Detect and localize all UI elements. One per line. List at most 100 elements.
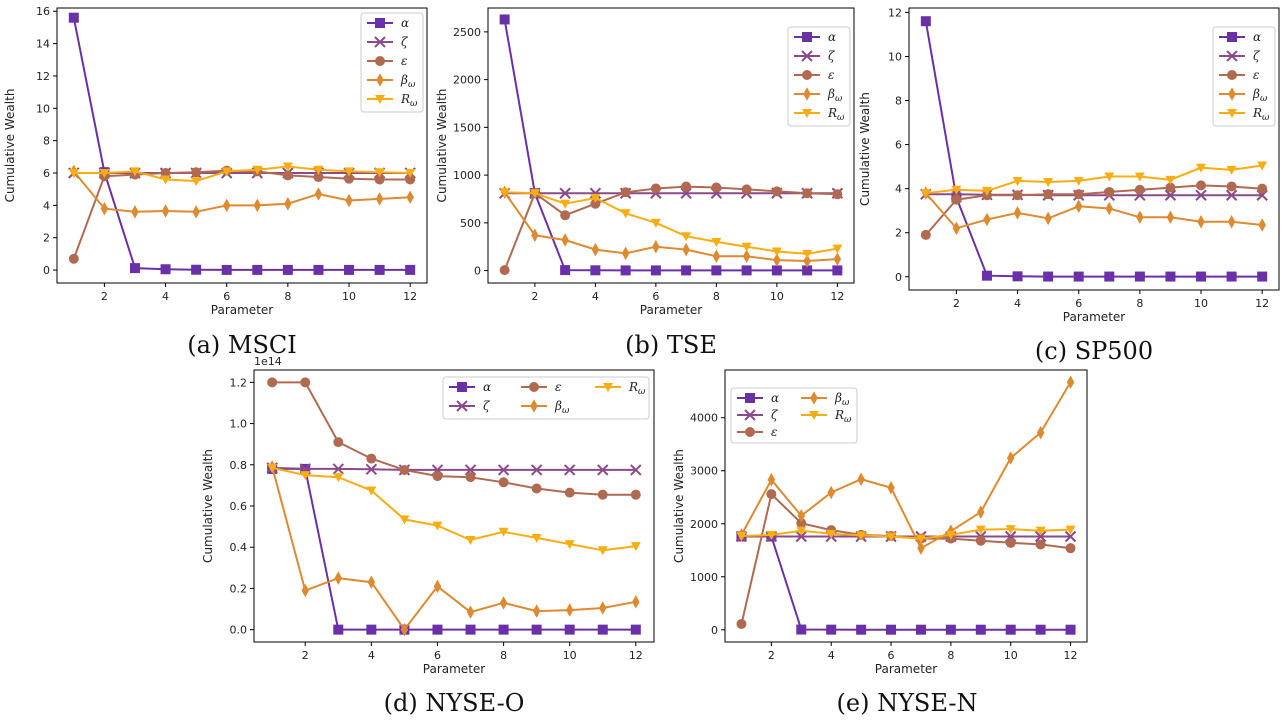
series-line-R: [741, 528, 1071, 540]
legend-marker-beta: [1228, 87, 1236, 101]
data-point-R: [529, 189, 540, 199]
data-point-R: [564, 540, 575, 550]
data-point-epsilon: [1104, 186, 1115, 197]
data-point-alpha: [630, 624, 641, 635]
series-line-epsilon: [72, 169, 411, 260]
legend-label-zeta: ζ: [828, 49, 836, 63]
chart-panel-2: 2 4 6 8 10 12 0 500 1000 1500 2000 2500 Parameter Cum…: [435, 7, 855, 359]
legend-marker-alpha: [457, 382, 467, 392]
legend-marker-R: [1227, 109, 1237, 118]
data-point-epsilon: [1012, 190, 1023, 201]
y-axis-label: Cumulative Wealth: [672, 449, 686, 563]
panel-caption: (b) TSE: [625, 331, 717, 359]
x-tick-label: 6: [888, 649, 895, 662]
series-R: [736, 525, 1076, 544]
y-tick-label: 500: [460, 217, 481, 230]
y-tick-label: 1000: [453, 169, 481, 182]
data-point-zeta: [1034, 530, 1047, 543]
legend-label-epsilon: ε: [401, 54, 407, 68]
chart-panel-1: 2 4 6 8 10 12 0 2 4 6 8 10 12 14 16 Parameter Cumulative…: [3, 5, 428, 359]
legend-label-beta: βω: [1252, 87, 1268, 104]
data-point-beta: [742, 249, 751, 264]
data-point-beta: [983, 212, 991, 227]
series-line-alpha: [272, 467, 636, 631]
data-point-R: [597, 546, 608, 556]
data-point-beta: [803, 254, 811, 268]
data-point-R: [856, 531, 867, 541]
x-tick-label: 4: [828, 649, 835, 662]
data-point-alpha: [1226, 271, 1237, 282]
legend-marker-R: [603, 383, 613, 392]
data-point-epsilon: [300, 377, 311, 388]
y-tick-label: 4: [43, 199, 50, 212]
legend-label-alpha: α: [1253, 30, 1261, 44]
legend-label-zeta: ζ: [771, 408, 779, 422]
data-point-epsilon: [531, 483, 542, 494]
data-point-R: [252, 165, 263, 175]
data-point-epsilon: [650, 183, 661, 194]
legend-marker-beta: [803, 87, 811, 101]
data-point-R: [620, 209, 631, 219]
data-point-R: [499, 188, 510, 198]
data-point-alpha: [333, 624, 344, 635]
data-point-beta: [1036, 425, 1045, 440]
x-tick-label: 6: [223, 290, 230, 303]
data-point-beta: [1258, 218, 1266, 232]
data-point-beta: [621, 246, 630, 261]
data-point-R: [531, 533, 542, 543]
data-point-R: [221, 167, 232, 177]
data-point-beta: [531, 228, 539, 243]
x-axis-label: Parameter: [875, 662, 937, 676]
y-tick-label: 0: [711, 624, 718, 637]
legend-marker-epsilon: [802, 70, 812, 80]
legend-label-epsilon: ε: [1253, 68, 1259, 82]
data-point-R: [267, 463, 278, 473]
data-point-beta: [591, 242, 600, 257]
data-point-epsilon: [465, 472, 476, 483]
x-tick-label: 12: [1255, 297, 1269, 310]
y-tick-label: 10: [888, 50, 902, 63]
data-point-beta: [406, 190, 414, 205]
y-tick-label: 0: [474, 265, 481, 278]
x-tick-label: 10: [342, 290, 356, 303]
data-point-R: [99, 169, 110, 178]
data-point-alpha: [945, 624, 956, 635]
data-point-alpha: [374, 264, 385, 275]
legend-label-zeta: ζ: [401, 35, 409, 49]
data-point-alpha: [590, 265, 601, 276]
legend-marker-R: [809, 411, 819, 420]
data-point-beta: [1013, 206, 1022, 220]
data-point-epsilon: [711, 182, 722, 193]
series-beta: [70, 164, 414, 219]
data-point-R: [432, 521, 443, 531]
legend: αζε βω Rω: [360, 12, 424, 113]
data-point-beta: [1044, 211, 1052, 226]
legend-box: [787, 26, 851, 127]
legend-marker-alpha: [375, 18, 385, 28]
data-point-R: [1065, 525, 1076, 535]
series-R: [920, 161, 1268, 199]
data-point-zeta: [630, 464, 642, 476]
legend-box: [730, 387, 858, 444]
data-point-R: [1043, 178, 1054, 188]
y-axis-label: Cumulative Wealth: [435, 89, 449, 203]
data-point-alpha: [1035, 624, 1046, 635]
data-point-epsilon: [1226, 181, 1237, 192]
data-point-beta: [599, 601, 607, 615]
legend-label-alpha: α: [828, 30, 836, 44]
data-point-beta: [1006, 451, 1015, 465]
data-point-alpha: [1073, 271, 1084, 282]
data-point-R: [915, 534, 926, 544]
data-point-beta: [1136, 210, 1144, 225]
legend-label-alpha: α: [401, 16, 409, 30]
y-axis-label: Cumulative Wealth: [3, 89, 17, 203]
series-line-alpha: [503, 19, 838, 272]
y-tick-label: 2000: [690, 518, 718, 531]
y-tick-label: 0.4: [230, 541, 248, 554]
data-point-beta: [131, 205, 139, 219]
series-line-beta: [73, 170, 411, 213]
plot-area-frame: [724, 369, 1088, 643]
data-point-alpha: [560, 265, 571, 276]
data-point-R: [1134, 172, 1145, 182]
